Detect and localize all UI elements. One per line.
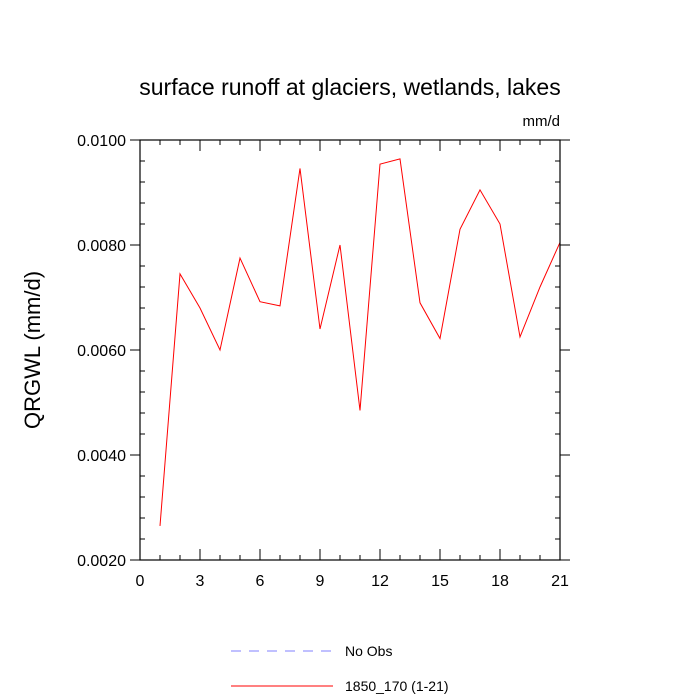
- x-tick-label: 6: [256, 573, 265, 590]
- y-tick-label: 0.0040: [77, 448, 126, 465]
- y-tick-label: 0.0020: [77, 553, 126, 570]
- x-tick-label: 18: [491, 573, 509, 590]
- units-label: mm/d: [523, 113, 561, 130]
- series-line: [159, 158, 561, 526]
- y-tick-label: 0.0100: [77, 133, 126, 150]
- series-lines: [159, 158, 561, 526]
- legend-label: No Obs: [345, 643, 392, 659]
- x-tick-label: 9: [316, 573, 325, 590]
- x-tick-label: 0: [136, 573, 145, 590]
- plot-frame: [139, 139, 561, 561]
- x-tick-labels: 0 3 6 9 12 15 18 21: [136, 573, 569, 590]
- x-tick-label: 3: [196, 573, 205, 590]
- y-axis-title: QRGWL (mm/d): [20, 271, 45, 429]
- tick-marks: [130, 139, 570, 561]
- x-tick-label: 12: [371, 573, 389, 590]
- y-tick-label: 0.0080: [77, 238, 126, 255]
- y-tick-label: 0.0060: [77, 343, 126, 360]
- x-tick-label: 15: [431, 573, 449, 590]
- legend-label: 1850_170 (1-21): [345, 678, 449, 694]
- chart-title: surface runoff at glaciers, wetlands, la…: [139, 74, 560, 100]
- legend: No Obs 1850_170 (1-21): [231, 643, 449, 694]
- x-tick-label: 21: [551, 573, 569, 590]
- y-tick-labels: 0.0020 0.0040 0.0060 0.0080 0.0100: [77, 133, 126, 570]
